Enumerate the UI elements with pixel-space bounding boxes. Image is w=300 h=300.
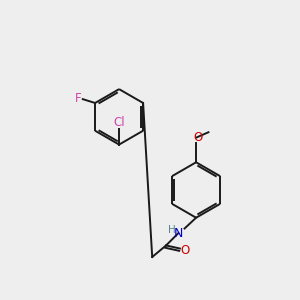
Text: O: O xyxy=(181,244,190,256)
Text: N: N xyxy=(174,226,183,240)
Text: H: H xyxy=(168,225,175,235)
Text: F: F xyxy=(75,92,82,105)
Text: O: O xyxy=(193,131,202,144)
Text: Cl: Cl xyxy=(113,116,125,129)
